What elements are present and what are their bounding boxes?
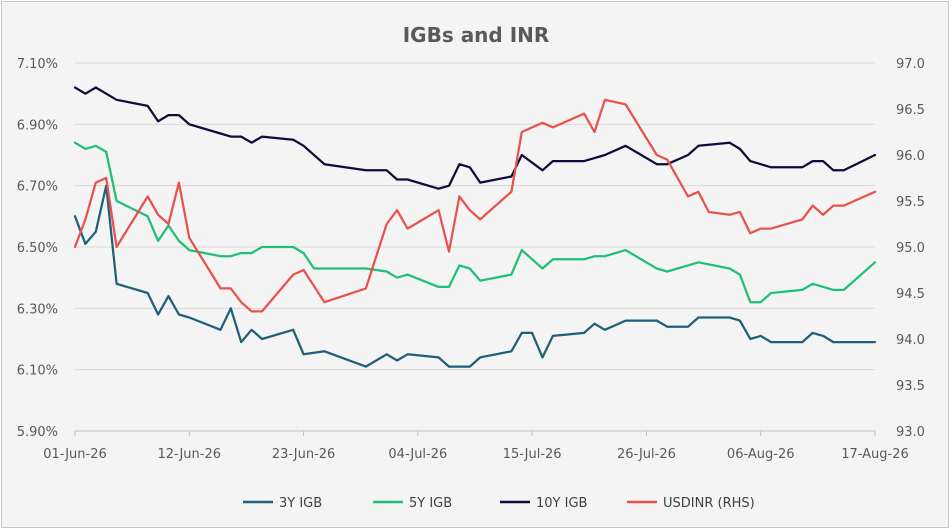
- x-tick-label: 15-Jul-26: [503, 447, 562, 462]
- y-right-tick-label: 93.5: [896, 379, 925, 394]
- y-right-tick-label: 93.0: [896, 425, 925, 440]
- series-line-usdinr-rhs: [73, 98, 877, 313]
- series-line-10y-igb: [73, 86, 877, 190]
- x-tick-label: 23-Jun-26: [272, 447, 336, 462]
- legend-label: 3Y IGB: [279, 496, 322, 511]
- y-right-tick-label: 94.0: [896, 333, 925, 348]
- legend: 3Y IGB 5Y IGB 10Y IGB USDINR (RHS): [243, 496, 755, 511]
- x-tick-label: 26-Jul-26: [617, 447, 676, 462]
- y-left-tick-label: 6.30%: [17, 302, 58, 317]
- x-tick-label: 12-Jun-26: [158, 447, 222, 462]
- y-right-tick-label: 95.0: [896, 241, 925, 256]
- x-tick-label: 01-Jun-26: [43, 447, 107, 462]
- chart-title: IGBs and INR: [403, 23, 550, 47]
- y-right-tick-label: 95.5: [896, 195, 925, 210]
- y-left-tick-label: 6.10%: [17, 364, 58, 379]
- series-line-3y-igb: [73, 184, 877, 368]
- x-tick-label: 04-Jul-26: [388, 447, 447, 462]
- y-left-tick-label: 7.10%: [17, 57, 58, 72]
- y-left-tick-label: 6.70%: [17, 180, 58, 195]
- legend-label: 10Y IGB: [536, 496, 587, 511]
- legend-label: USDINR (RHS): [663, 496, 755, 511]
- axes: 5.90% 6.10% 6.30% 6.50% 6.70% 6.90% 7.10% 93.0 9…: [17, 57, 925, 462]
- y-right-tick-label: 94.5: [896, 287, 925, 302]
- y-left-tick-label: 6.90%: [17, 118, 58, 133]
- y-left-tick-label: 6.50%: [17, 241, 58, 256]
- series-lines: [73, 86, 877, 368]
- legend-label: 5Y IGB: [409, 496, 452, 511]
- y-left-tick-label: 5.90%: [17, 425, 58, 440]
- series-line-5y-igb: [73, 141, 877, 304]
- y-right-tick-label: 96.5: [896, 103, 925, 118]
- y-right-tick-label: 96.0: [896, 149, 925, 164]
- x-tick-label: 17-Aug-26: [841, 447, 909, 462]
- y-right-tick-label: 97.0: [896, 57, 925, 72]
- x-tick-label: 06-Aug-26: [727, 447, 795, 462]
